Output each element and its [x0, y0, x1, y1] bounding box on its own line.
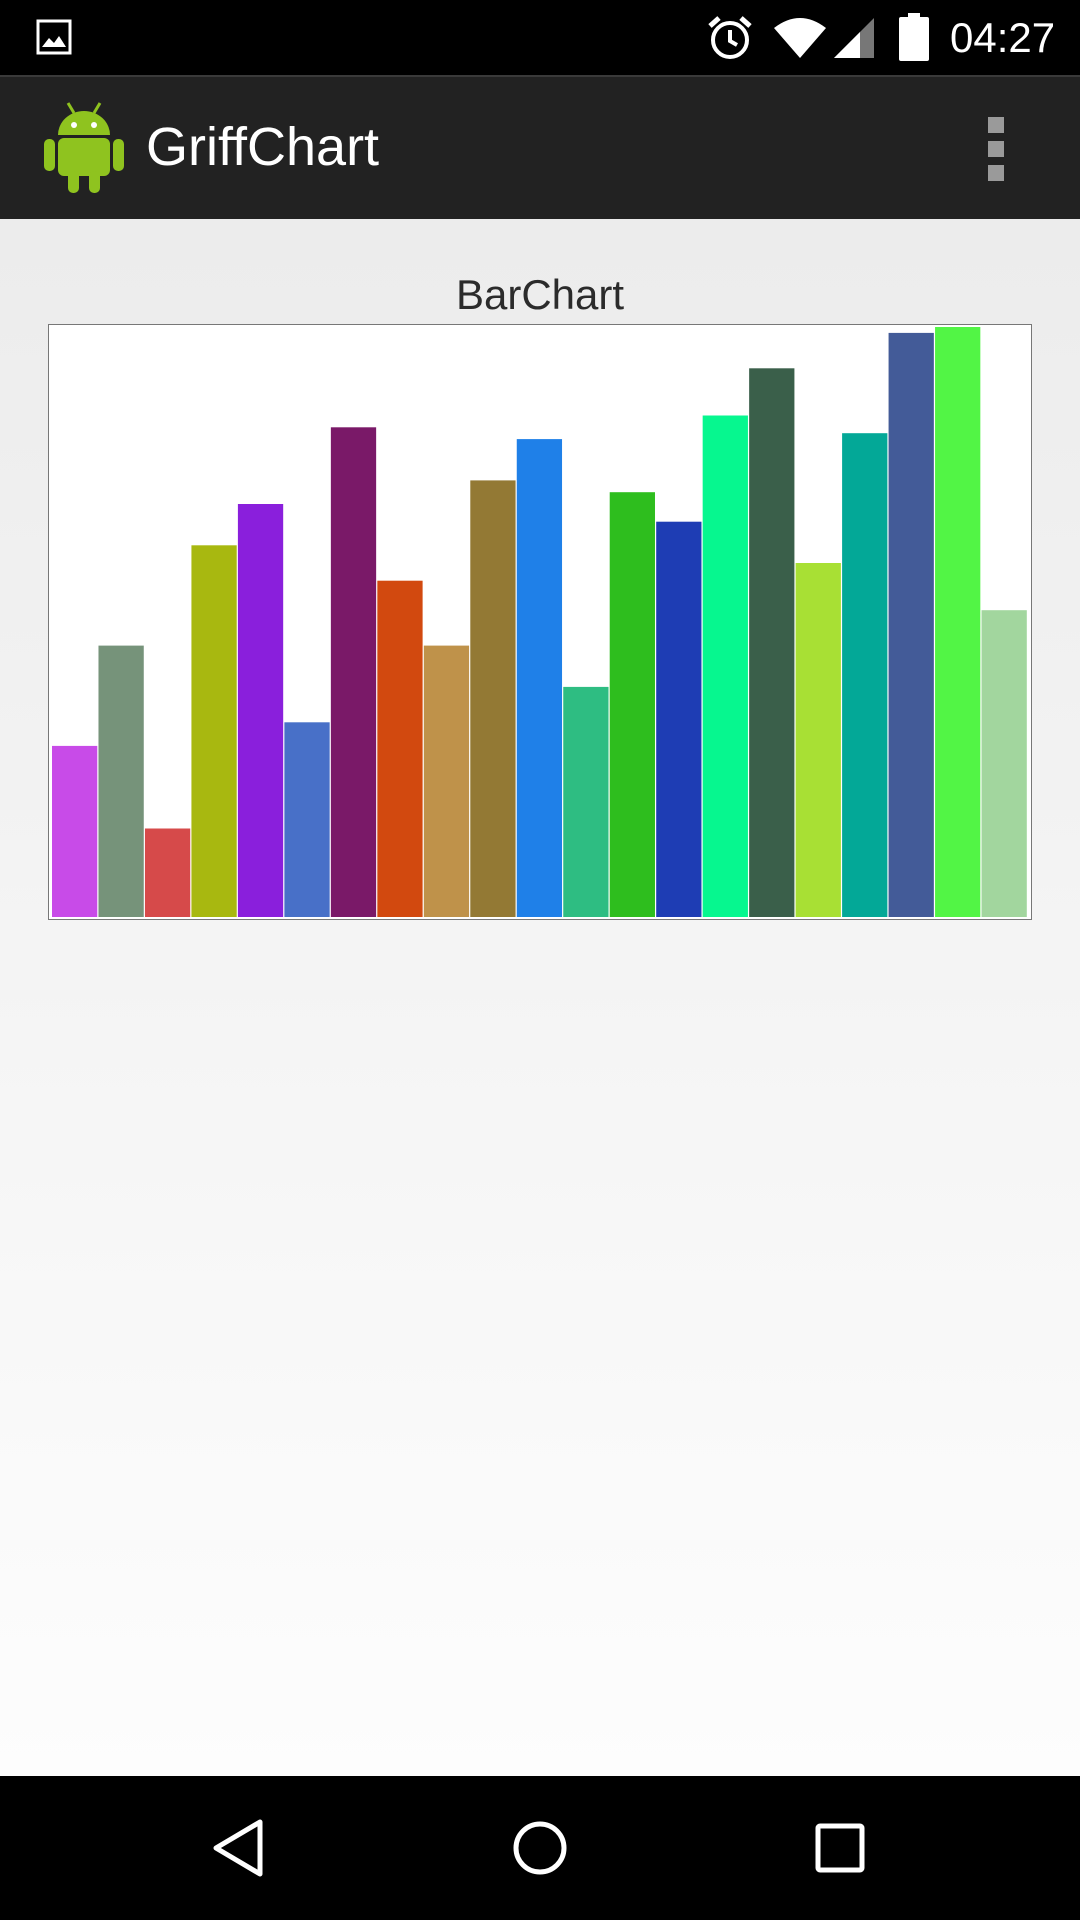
bar-5 [237, 504, 284, 917]
bar-1 [52, 745, 98, 917]
bar-18 [842, 433, 888, 917]
bar-chart [48, 324, 1032, 920]
gallery-icon [36, 19, 72, 55]
recents-icon[interactable] [810, 1816, 870, 1880]
chart-title: BarChart [455, 271, 625, 318]
app-title: GriffChart [146, 117, 380, 177]
overflow-menu-icon[interactable] [980, 117, 1012, 183]
bar-20 [935, 327, 981, 917]
bar-14 [656, 521, 702, 917]
status-bar: 04:27 [0, 0, 1080, 75]
battery-icon [899, 13, 929, 61]
bar-6 [284, 722, 330, 917]
bar-chart-svg [52, 327, 1027, 917]
status-time: 04:27 [950, 14, 1056, 61]
bar-7 [330, 427, 377, 917]
bar-10 [470, 480, 516, 917]
bar-21 [981, 610, 1027, 917]
bar-16 [749, 368, 795, 917]
main-content: BarChart [0, 219, 1080, 1776]
bar-13 [609, 492, 655, 917]
navigation-bar [0, 1776, 1080, 1920]
bar-3 [144, 828, 191, 917]
alarm-icon [708, 16, 752, 59]
bar-9 [423, 645, 470, 917]
bar-11 [516, 439, 563, 917]
bar-15 [702, 415, 748, 917]
bar-17 [795, 563, 841, 917]
home-icon[interactable] [508, 1816, 572, 1880]
android-robot-icon [44, 102, 124, 193]
wifi-icon [774, 18, 826, 58]
back-icon[interactable] [208, 1816, 268, 1880]
action-bar: GriffChart [0, 75, 1080, 219]
bar-2 [98, 645, 144, 917]
bar-4 [191, 545, 237, 917]
bar-8 [377, 580, 423, 917]
bar-19 [888, 332, 934, 917]
signal-icon [834, 18, 874, 58]
bar-12 [563, 686, 609, 917]
